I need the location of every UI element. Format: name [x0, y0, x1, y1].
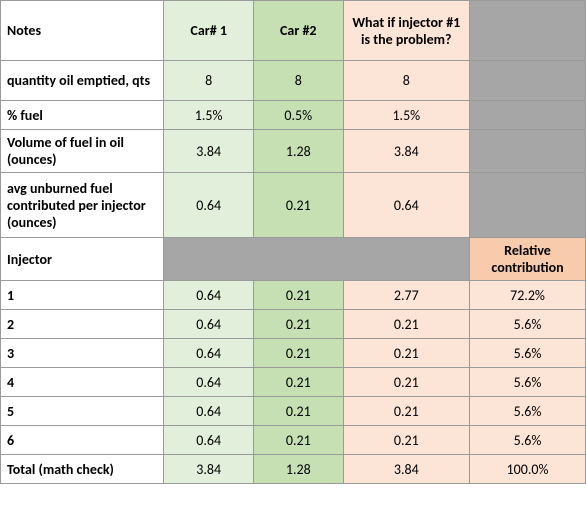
total-row: Total (math check) 3.84 1.28 3.84 100.0%: [1, 455, 586, 484]
inj-row-2: 2 0.64 0.21 0.21 5.6%: [1, 310, 586, 339]
qty-row: quantity oil emptied, qts 8 8 8: [1, 61, 586, 101]
inj5-label: 5: [1, 397, 164, 426]
pctfuel-car2: 0.5%: [253, 101, 343, 130]
inj6-label: 6: [1, 426, 164, 455]
total-rel: 100.0%: [470, 455, 586, 484]
car1-header: Car# 1: [164, 1, 254, 61]
inj-row-5: 5 0.64 0.21 0.21 5.6%: [1, 397, 586, 426]
injector-header-row: Injector Relative contribution: [1, 238, 586, 281]
inj-row-4: 4 0.64 0.21 0.21 5.6%: [1, 368, 586, 397]
total-car1: 3.84: [164, 455, 254, 484]
inj4-label: 4: [1, 368, 164, 397]
pctfuel-row: % fuel 1.5% 0.5% 1.5%: [1, 101, 586, 130]
injector-table: Notes Car# 1 Car #2 What if injector #1 …: [0, 0, 586, 484]
avgunburned-row: avg unburned fuel contributed per inject…: [1, 173, 586, 238]
total-car2: 1.28: [253, 455, 343, 484]
total-whatif: 3.84: [343, 455, 469, 484]
qty-label: quantity oil emptied, qts: [1, 61, 164, 101]
volfuel-row: Volume of fuel in oil (ounces) 3.84 1.28…: [1, 130, 586, 173]
total-label: Total (math check): [1, 455, 164, 484]
gray-span: [164, 238, 470, 281]
inj6-car1: 0.64: [164, 426, 254, 455]
inj3-label: 3: [1, 339, 164, 368]
volfuel-car2: 1.28: [253, 130, 343, 173]
inj4-whatif: 0.21: [343, 368, 469, 397]
pctfuel-label: % fuel: [1, 101, 164, 130]
relative-header: Relative contribution: [470, 238, 586, 281]
inj1-car1: 0.64: [164, 281, 254, 310]
pctfuel-car1: 1.5%: [164, 101, 254, 130]
qty-car1: 8: [164, 61, 254, 101]
gray-cell: [470, 101, 586, 130]
volfuel-car1: 3.84: [164, 130, 254, 173]
qty-whatif: 8: [343, 61, 469, 101]
inj2-whatif: 0.21: [343, 310, 469, 339]
volfuel-label: Volume of fuel in oil (ounces): [1, 130, 164, 173]
inj2-label: 2: [1, 310, 164, 339]
notes-header: Notes: [1, 1, 164, 61]
avgunburned-car1: 0.64: [164, 173, 254, 238]
inj5-rel: 5.6%: [470, 397, 586, 426]
inj6-rel: 5.6%: [470, 426, 586, 455]
inj1-label: 1: [1, 281, 164, 310]
volfuel-whatif: 3.84: [343, 130, 469, 173]
inj2-car2: 0.21: [253, 310, 343, 339]
inj1-whatif: 2.77: [343, 281, 469, 310]
inj1-rel: 72.2%: [470, 281, 586, 310]
avgunburned-whatif: 0.64: [343, 173, 469, 238]
inj3-car2: 0.21: [253, 339, 343, 368]
inj5-car2: 0.21: [253, 397, 343, 426]
gray-cell: [470, 130, 586, 173]
whatif-header: What if injector #1 is the problem?: [343, 1, 469, 61]
avgunburned-car2: 0.21: [253, 173, 343, 238]
inj-row-6: 6 0.64 0.21 0.21 5.6%: [1, 426, 586, 455]
header-row: Notes Car# 1 Car #2 What if injector #1 …: [1, 1, 586, 61]
inj-row-3: 3 0.64 0.21 0.21 5.6%: [1, 339, 586, 368]
inj4-car1: 0.64: [164, 368, 254, 397]
inj4-car2: 0.21: [253, 368, 343, 397]
injector-header: Injector: [1, 238, 164, 281]
gray-cell: [470, 173, 586, 238]
inj6-car2: 0.21: [253, 426, 343, 455]
inj6-whatif: 0.21: [343, 426, 469, 455]
inj-row-1: 1 0.64 0.21 2.77 72.2%: [1, 281, 586, 310]
gray-cell: [470, 1, 586, 61]
gray-cell: [470, 61, 586, 101]
pctfuel-whatif: 1.5%: [343, 101, 469, 130]
avgunburned-label: avg unburned fuel contributed per inject…: [1, 173, 164, 238]
inj2-rel: 5.6%: [470, 310, 586, 339]
inj5-whatif: 0.21: [343, 397, 469, 426]
inj3-car1: 0.64: [164, 339, 254, 368]
inj5-car1: 0.64: [164, 397, 254, 426]
inj1-car2: 0.21: [253, 281, 343, 310]
inj2-car1: 0.64: [164, 310, 254, 339]
inj3-whatif: 0.21: [343, 339, 469, 368]
inj4-rel: 5.6%: [470, 368, 586, 397]
car2-header: Car #2: [253, 1, 343, 61]
qty-car2: 8: [253, 61, 343, 101]
inj3-rel: 5.6%: [470, 339, 586, 368]
